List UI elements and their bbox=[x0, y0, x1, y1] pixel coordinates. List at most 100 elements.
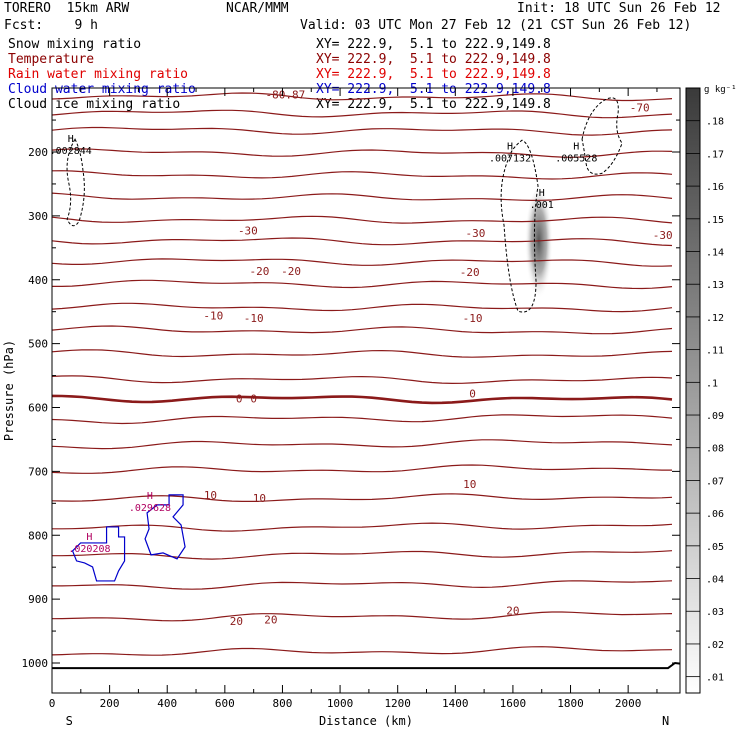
forecast-hour: Fcst: 9 h bbox=[4, 18, 98, 33]
colorbar-tick-label: .09 bbox=[706, 411, 724, 422]
colorbar-tick-label: .18 bbox=[706, 117, 724, 128]
x-tick-label: 2000 bbox=[615, 697, 642, 710]
isotherm-line bbox=[51, 192, 673, 202]
x-tick-label: 1400 bbox=[442, 697, 469, 710]
colorbar-tick-label: .14 bbox=[706, 248, 724, 259]
isotherm-line bbox=[51, 414, 673, 425]
colorbar-tick-label: .13 bbox=[706, 280, 724, 291]
colorbar-ramp bbox=[685, 87, 701, 694]
isotherm-line bbox=[51, 646, 673, 656]
field-temp-xy: XY= 222.9, 5.1 to 222.9,149.8 bbox=[316, 52, 551, 67]
maximum-value: .002844 bbox=[50, 146, 92, 157]
colorbar-tick-label: .01 bbox=[706, 673, 724, 684]
y-tick-label: 700 bbox=[28, 465, 48, 478]
snow-shading-layer bbox=[524, 189, 553, 306]
isotherm-line bbox=[52, 522, 673, 532]
isotherm-label: -20 bbox=[249, 265, 269, 278]
isotherm-line bbox=[51, 611, 673, 622]
terrain-line bbox=[52, 661, 681, 670]
cloudwater-contour bbox=[144, 494, 186, 560]
colorbar: .01 .02 .03 .04 .05 .06 .07 .08 .09 .1 .11 .12 .13 .1… bbox=[685, 85, 737, 694]
colorbar-tick-label: .03 bbox=[706, 607, 724, 618]
colorbar-tick-label: .12 bbox=[706, 313, 724, 324]
colorbar-unit: g kg⁻¹ bbox=[704, 85, 737, 95]
isotherm-line bbox=[51, 109, 673, 119]
maximum-marker: H bbox=[147, 491, 153, 502]
maximum-value: .001 bbox=[530, 200, 554, 211]
colorbar-tick-label: .06 bbox=[706, 509, 724, 520]
isotherm-label: -30 bbox=[466, 227, 486, 240]
isotherm-label: -10 bbox=[244, 312, 264, 325]
maximum-value: .029628 bbox=[129, 503, 171, 514]
isotherm-line bbox=[51, 302, 673, 313]
y-tick-label: 1000 bbox=[22, 657, 49, 670]
colorbar-tick-label: .08 bbox=[706, 444, 724, 455]
colorbar-tick-label: .04 bbox=[706, 575, 724, 586]
center-title: NCAR/MMM bbox=[226, 1, 289, 16]
cloudwater-contour bbox=[71, 526, 126, 582]
isotherm-label: 0 bbox=[469, 387, 476, 400]
x-axis-title: Distance (km) bbox=[319, 714, 413, 728]
snow-shading-max bbox=[524, 189, 553, 306]
isotherm-line bbox=[52, 550, 673, 560]
isotherm-label: -30 bbox=[653, 229, 673, 242]
x-tick-label: 1200 bbox=[384, 697, 411, 710]
isotherm-label: -20 bbox=[460, 266, 480, 279]
section-start-label: S bbox=[66, 714, 73, 728]
field-cloudwater-xy: XY= 222.9, 5.1 to 222.9,149.8 bbox=[316, 82, 551, 97]
cloud-contour-layer bbox=[66, 97, 623, 582]
colorbar-tick-label: .1 bbox=[706, 378, 718, 389]
x-tick-label: 1800 bbox=[557, 697, 584, 710]
colorbar-tick-label: .17 bbox=[706, 149, 724, 160]
y-axis-title: Pressure (hPa) bbox=[2, 340, 16, 441]
isotherm-line bbox=[51, 170, 673, 180]
isotherm-line bbox=[52, 279, 673, 290]
isotherm-line bbox=[51, 439, 673, 450]
y-tick-label: 600 bbox=[28, 402, 48, 415]
x-tick-label: 200 bbox=[100, 697, 120, 710]
isotherm-label: 20 bbox=[230, 615, 243, 628]
isotherm-label: 0 bbox=[250, 393, 257, 406]
isotherm-label: 0 bbox=[236, 393, 243, 406]
field-rain-label: Rain water mixing ratio bbox=[8, 67, 189, 82]
y-tick-label: 400 bbox=[28, 274, 48, 287]
y-tick-label: 800 bbox=[28, 529, 48, 542]
maximum-value: .005528 bbox=[555, 154, 597, 165]
field-ice-label: Cloud ice mixing ratio bbox=[8, 97, 181, 112]
isotherm-label: 10 bbox=[204, 489, 217, 502]
section-end-label: N bbox=[662, 714, 669, 728]
x-tick-label: 400 bbox=[157, 697, 177, 710]
y-tick-label: 500 bbox=[28, 338, 48, 351]
isotherm-line bbox=[51, 375, 673, 385]
ice-contour bbox=[581, 97, 623, 175]
isotherm-label: -10 bbox=[203, 310, 223, 323]
isotherm-label: -10 bbox=[463, 312, 483, 325]
isotherm-label: -70 bbox=[630, 101, 650, 114]
isotherm-line bbox=[51, 148, 673, 158]
isotherm-line bbox=[51, 215, 673, 224]
maximum-marker: H bbox=[68, 134, 74, 145]
field-rain-xy: XY= 222.9, 5.1 to 222.9,149.8 bbox=[316, 67, 551, 82]
ice-contour bbox=[500, 139, 539, 313]
y-tick-label: 200 bbox=[28, 146, 48, 159]
colorbar-tick-label: .05 bbox=[706, 542, 724, 553]
maximum-marker: H bbox=[86, 532, 92, 543]
maximum-marker: H bbox=[507, 142, 513, 153]
isotherm-line bbox=[51, 237, 673, 247]
colorbar-tick-label: .07 bbox=[706, 476, 724, 487]
model-title: TORERO 15km ARW bbox=[4, 1, 130, 16]
ice-contour bbox=[66, 138, 85, 227]
maximum-marker: H bbox=[573, 142, 579, 153]
contour-label-layer: -70-80.87-30 -30 -30-20 -20 -20-10 -10 -100 0 01… bbox=[50, 89, 673, 628]
x-tick-label: 600 bbox=[215, 697, 235, 710]
isotherm-line bbox=[51, 126, 673, 136]
maximum-marker: H bbox=[539, 188, 545, 199]
x-tick-label: 1000 bbox=[327, 697, 354, 710]
isotherm-label: 10 bbox=[253, 492, 266, 505]
isotherm-label: 10 bbox=[463, 478, 476, 491]
isotherm-label: 20 bbox=[264, 614, 277, 627]
x-tick-label: 1600 bbox=[500, 697, 527, 710]
isotherm-line bbox=[51, 325, 673, 335]
x-tick-label: 800 bbox=[273, 697, 293, 710]
